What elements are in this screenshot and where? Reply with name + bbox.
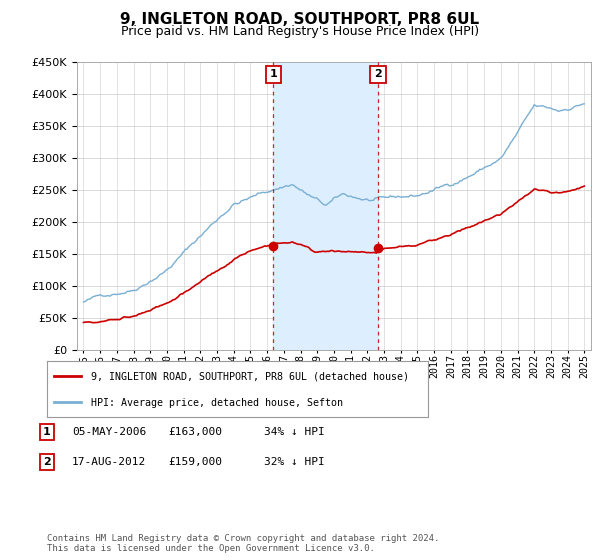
Text: 17-AUG-2012: 17-AUG-2012 (72, 457, 146, 467)
Text: HPI: Average price, detached house, Sefton: HPI: Average price, detached house, Seft… (91, 398, 343, 408)
Text: 2: 2 (374, 69, 382, 80)
Text: 32% ↓ HPI: 32% ↓ HPI (264, 457, 325, 467)
Text: Price paid vs. HM Land Registry's House Price Index (HPI): Price paid vs. HM Land Registry's House … (121, 25, 479, 38)
Text: 1: 1 (43, 427, 50, 437)
Text: 1: 1 (269, 69, 277, 80)
Text: £163,000: £163,000 (168, 427, 222, 437)
Text: 34% ↓ HPI: 34% ↓ HPI (264, 427, 325, 437)
Text: £159,000: £159,000 (168, 457, 222, 467)
Text: Contains HM Land Registry data © Crown copyright and database right 2024.
This d: Contains HM Land Registry data © Crown c… (47, 534, 439, 553)
Text: 9, INGLETON ROAD, SOUTHPORT, PR8 6UL: 9, INGLETON ROAD, SOUTHPORT, PR8 6UL (121, 12, 479, 27)
Bar (273, 62, 378, 350)
Text: 2: 2 (43, 457, 50, 467)
Text: 05-MAY-2006: 05-MAY-2006 (72, 427, 146, 437)
Text: 9, INGLETON ROAD, SOUTHPORT, PR8 6UL (detached house): 9, INGLETON ROAD, SOUTHPORT, PR8 6UL (de… (91, 372, 409, 382)
